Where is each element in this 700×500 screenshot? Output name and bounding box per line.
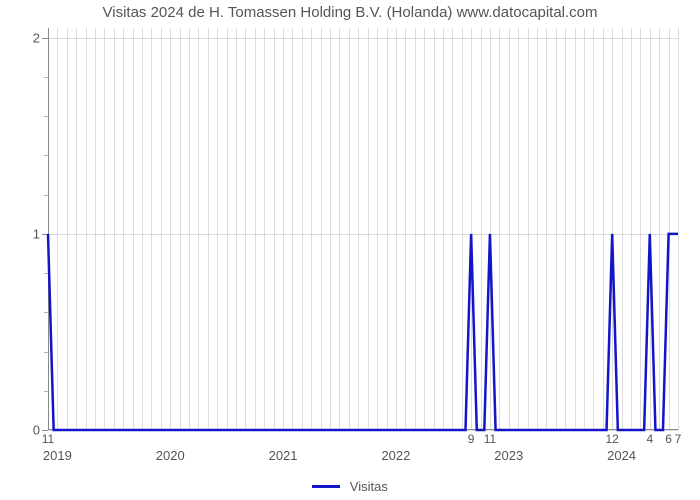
x-year-label: 2023 xyxy=(494,430,523,463)
x-month-label: 9 xyxy=(468,430,475,446)
legend-label: Visitas xyxy=(350,479,388,494)
x-year-label: 2022 xyxy=(381,430,410,463)
x-month-label: 6 xyxy=(665,430,672,446)
x-year-label: 2021 xyxy=(269,430,298,463)
chart-stage: Visitas 2024 de H. Tomassen Holding B.V.… xyxy=(0,0,700,500)
series-layer xyxy=(48,28,678,430)
x-month-label: 12 xyxy=(605,430,618,446)
x-month-label: 11 xyxy=(42,430,54,446)
legend-swatch xyxy=(312,485,340,488)
gridline-vertical xyxy=(678,28,679,430)
series-line xyxy=(48,234,678,430)
x-month-label: 11 xyxy=(484,430,496,446)
plot-area: 0122019202020212022202320241191112467 xyxy=(48,28,678,430)
chart-title: Visitas 2024 de H. Tomassen Holding B.V.… xyxy=(0,4,700,21)
x-month-label: 4 xyxy=(646,430,653,446)
x-year-label: 2020 xyxy=(156,430,185,463)
legend: Visitas xyxy=(0,478,700,494)
x-month-label: 7 xyxy=(675,430,682,446)
